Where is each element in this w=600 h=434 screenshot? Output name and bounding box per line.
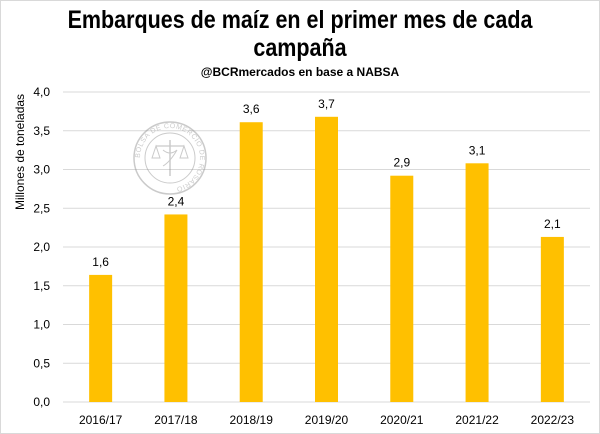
bcr-seal-watermark: BOLSA DE COMERCIO DE ROSARIO xyxy=(133,121,207,195)
data-label: 3,1 xyxy=(469,143,486,157)
y-tick-label: 0,0 xyxy=(33,395,50,409)
bar xyxy=(540,236,564,402)
data-label: 1,6 xyxy=(92,255,109,269)
y-tick-label: 4,0 xyxy=(33,85,50,99)
data-labels: 1,6 2,4 3,6 3,7 2,9 3,1 2,1 xyxy=(92,97,561,269)
y-tick-label: 3,0 xyxy=(33,163,50,177)
x-tick-label: 2021/22 xyxy=(455,413,499,427)
data-label: 3,7 xyxy=(318,97,335,111)
bar xyxy=(465,163,489,402)
chart-title-line1: Embarques de maíz en el primer mes de ca… xyxy=(67,6,533,34)
bars xyxy=(89,116,564,403)
data-label: 2,4 xyxy=(168,194,185,208)
x-tick-label: 2016/17 xyxy=(79,413,123,427)
x-tick-label: 2018/19 xyxy=(230,413,274,427)
x-tick-label: 2017/18 xyxy=(154,413,198,427)
bar xyxy=(89,274,113,402)
bar xyxy=(239,122,263,402)
data-label: 2,1 xyxy=(544,217,561,231)
y-tick-labels: 0,0 0,5 1,0 1,5 2,0 2,5 3,0 3,5 4,0 xyxy=(33,85,50,409)
y-axis-label: Millones de toneladas xyxy=(13,94,27,210)
x-tick-label: 2019/20 xyxy=(305,413,349,427)
y-tick-label: 0,5 xyxy=(33,356,50,370)
y-tick-label: 1,0 xyxy=(33,318,50,332)
chart-subtitle: @BCRmercados en base a NABSA xyxy=(200,65,400,79)
y-tick-label: 2,5 xyxy=(33,201,50,215)
bar xyxy=(164,214,188,402)
y-tick-label: 1,5 xyxy=(33,279,50,293)
data-label: 3,6 xyxy=(243,102,260,116)
y-tick-label: 3,5 xyxy=(33,124,50,138)
x-tick-label: 2022/23 xyxy=(531,413,575,427)
y-tick-label: 2,0 xyxy=(33,240,50,254)
x-tick-labels: 2016/17 2017/18 2018/19 2019/20 2020/21 2021/… xyxy=(79,413,574,427)
data-label: 2,9 xyxy=(393,156,410,170)
bar xyxy=(390,175,414,402)
chart-title-line2: campaña xyxy=(253,34,347,62)
bar xyxy=(315,116,338,403)
x-tick-label: 2020/21 xyxy=(380,413,424,427)
